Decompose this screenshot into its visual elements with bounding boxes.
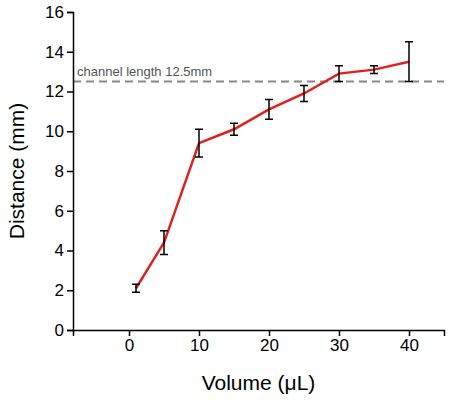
y-tick-mark	[67, 330, 73, 332]
y-tick: 8	[55, 162, 73, 181]
error-bar-path	[195, 129, 203, 157]
y-tick-label: 8	[55, 162, 64, 181]
y-tick: 16	[45, 3, 73, 22]
y-tick-label: 6	[55, 202, 64, 221]
x-tick: 0	[125, 330, 134, 355]
y-tick: 0	[55, 321, 73, 340]
y-tick-label: 4	[55, 241, 64, 260]
x-tick-label: 10	[190, 336, 209, 355]
error-bar	[230, 123, 238, 135]
y-tick-mark	[67, 290, 73, 292]
x-axis-title: Volume (μL)	[202, 371, 316, 394]
error-bar-path	[132, 284, 140, 292]
y-tick-label: 12	[45, 82, 64, 101]
y-tick: 14	[45, 43, 73, 62]
x-axis: 0 10 20 30 40	[74, 330, 445, 355]
error-bar	[405, 42, 413, 82]
y-tick-mark	[67, 12, 73, 14]
y-tick: 10	[45, 122, 73, 141]
y-tick-label: 2	[55, 281, 64, 300]
x-tick-label: 20	[260, 336, 279, 355]
error-bar	[265, 99, 273, 119]
y-tick-mark	[67, 131, 73, 133]
error-bar-path	[160, 231, 168, 255]
annotation-text: channel length 12.5mm	[77, 64, 212, 79]
x-tick: 40	[400, 330, 419, 355]
data-layer	[132, 42, 413, 292]
error-bar	[132, 284, 140, 292]
error-bar-path	[335, 66, 343, 82]
plot: channel length 12.5mm 0 10 20 30 40 0 2 4 6 8 10 12 1…	[45, 3, 444, 355]
x-tick: 20	[260, 330, 279, 355]
y-tick: 12	[45, 82, 73, 101]
y-tick-mark	[67, 250, 73, 252]
error-bar	[160, 231, 168, 255]
x-tick-label: 40	[400, 336, 419, 355]
error-bar-path	[300, 86, 308, 102]
y-tick-label: 10	[45, 122, 64, 141]
y-tick-label: 14	[45, 43, 64, 62]
x-tick: 10	[190, 330, 209, 355]
y-tick-label: 0	[55, 321, 64, 340]
y-tick: 2	[55, 281, 73, 300]
data-line	[136, 62, 409, 289]
error-bar-path	[230, 123, 238, 135]
error-bar-path	[370, 66, 378, 74]
y-tick-mark	[67, 171, 73, 173]
x-tick-label: 0	[125, 336, 134, 355]
error-bar	[195, 129, 203, 157]
x-tick: 30	[330, 330, 349, 355]
y-tick-mark	[67, 91, 73, 93]
y-axis: 0 2 4 6 8 10 12 14 16	[45, 3, 73, 340]
y-tick-label: 16	[45, 3, 64, 22]
y-axis-title: Distance (mm)	[5, 103, 28, 240]
reference-line	[73, 81, 444, 83]
chart: channel length 12.5mm 0 10 20 30 40 0 2 4 6 8 10 12 1…	[0, 0, 454, 404]
y-tick: 6	[55, 202, 73, 221]
error-bar	[370, 66, 378, 74]
x-tick-label: 30	[330, 336, 349, 355]
error-bar-path	[265, 99, 273, 119]
error-bar-path	[405, 42, 413, 82]
y-axis-line	[67, 13, 74, 331]
error-bar	[300, 86, 308, 102]
y-tick: 4	[55, 241, 73, 260]
error-bar	[335, 66, 343, 82]
y-tick-mark	[67, 211, 73, 213]
y-tick-mark	[67, 52, 73, 54]
